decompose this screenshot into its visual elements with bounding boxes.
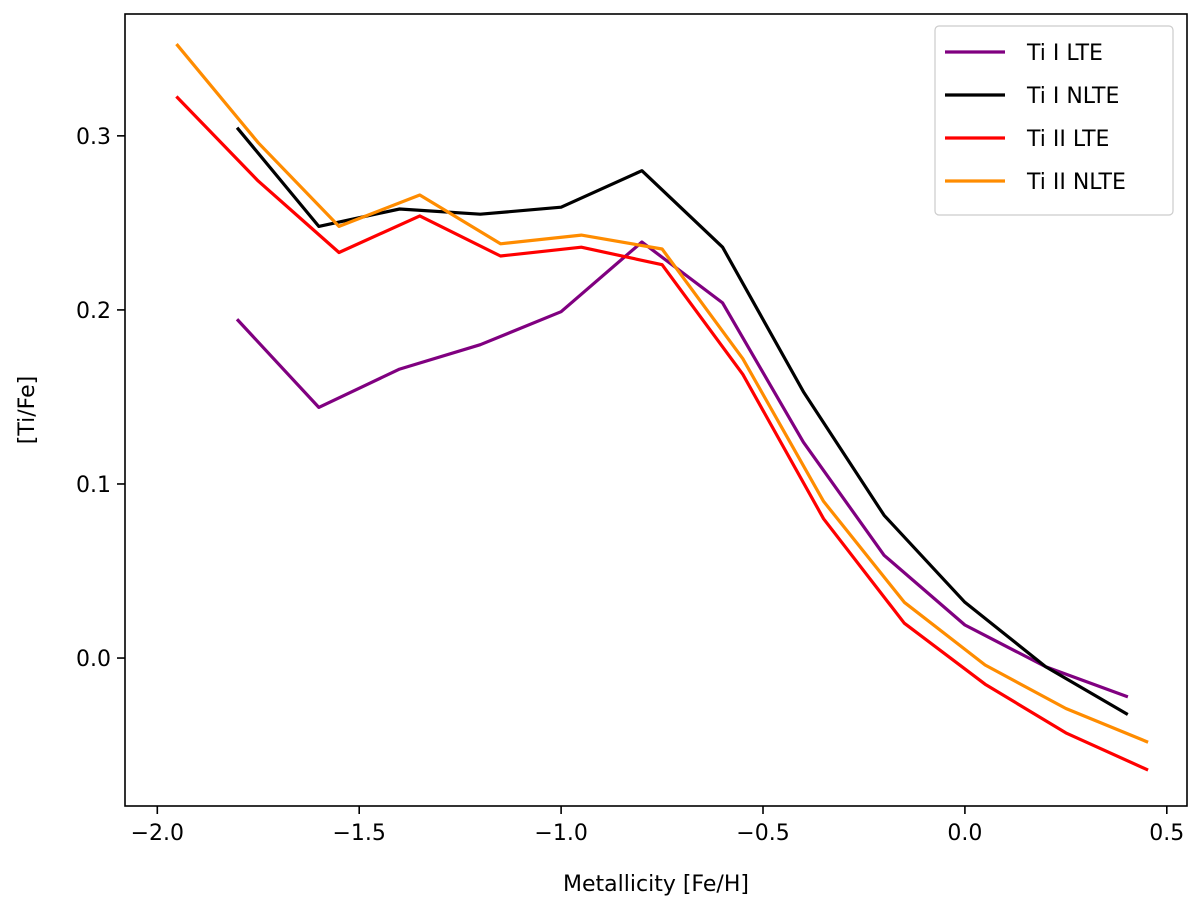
legend: Ti I LTE Ti I NLTE Ti II LTE Ti II NLTE xyxy=(934,25,1174,216)
x-tick-label: −1.5 xyxy=(332,821,385,846)
series-line-2 xyxy=(175,95,1149,772)
legend-label-1: Ti I NLTE xyxy=(1026,84,1119,109)
legend-label-3: Ti II NLTE xyxy=(1026,170,1126,195)
y-axis-label: [Ti/Fe] xyxy=(15,376,40,444)
x-tick-label: 0.5 xyxy=(1149,821,1184,846)
y-tick-label: 0.0 xyxy=(76,647,111,672)
series-line-3 xyxy=(175,43,1149,744)
series-line-0 xyxy=(235,240,1129,699)
y-tick-label: 0.2 xyxy=(76,299,111,324)
x-tick-label: −1.0 xyxy=(534,821,587,846)
x-tick-label: 0.0 xyxy=(947,821,982,846)
y-tick-label: 0.3 xyxy=(76,125,111,150)
legend-label-0: Ti I LTE xyxy=(1026,41,1103,66)
x-axis: −2.0 −1.5 −1.0 −0.5 0.0 0.5 xyxy=(131,806,1184,846)
plot-frame xyxy=(124,13,1188,807)
x-axis-label: Metallicity [Fe/H] xyxy=(563,872,749,897)
legend-label-2: Ti II LTE xyxy=(1026,127,1109,152)
x-tick-label: −0.5 xyxy=(736,821,789,846)
series-line-1 xyxy=(235,126,1129,716)
x-tick-label: −2.0 xyxy=(131,821,184,846)
series-layer xyxy=(175,43,1149,772)
y-axis: 0.0 0.1 0.2 0.3 xyxy=(76,125,125,672)
y-tick-label: 0.1 xyxy=(76,473,111,498)
legend-box xyxy=(934,25,1174,216)
